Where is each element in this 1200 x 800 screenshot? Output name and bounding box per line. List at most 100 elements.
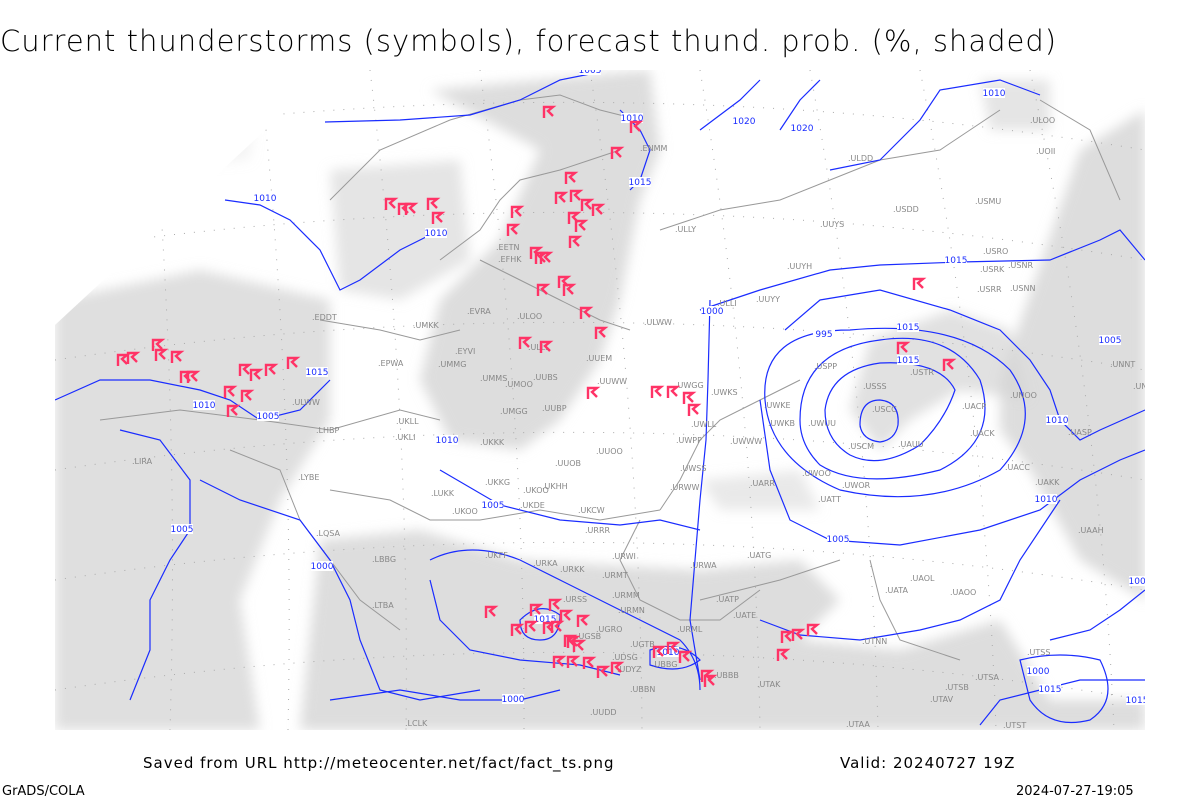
station-label: .UKLL [396, 417, 419, 426]
station-label: .USNR [1008, 261, 1033, 270]
station-label: .ULDD [848, 154, 873, 163]
isobar-label: 1010 [621, 113, 644, 124]
thunderstorm-symbol [594, 326, 609, 339]
station-label: .UWPP [676, 436, 702, 445]
isobar-line [519, 608, 561, 641]
thunderstorm-symbol [151, 338, 166, 351]
thunderstorm-symbol [566, 635, 581, 648]
isobar-label: 1015 [897, 322, 920, 333]
station-label: .UWUU [808, 419, 836, 428]
station-label: .EVRA [467, 307, 491, 316]
thunderstorm-symbol [896, 341, 911, 354]
station-label: .UATT [818, 495, 841, 504]
svg-text:1005: 1005 [579, 66, 602, 76]
isobar-label: 1010 [254, 193, 277, 204]
station-label: .UWOO [802, 469, 831, 478]
isobar-label: 1015 [306, 367, 329, 378]
isobar-line [859, 399, 899, 443]
station-label: .UAAH [1078, 526, 1104, 535]
svg-text:1010: 1010 [193, 401, 216, 411]
svg-text:1015: 1015 [897, 356, 920, 366]
station-label: .USSS [863, 382, 887, 391]
border-line [619, 519, 761, 621]
thunderstorm-symbol [529, 603, 544, 616]
isobar-label: 1005 [827, 534, 849, 545]
thunderstorm-symbol [912, 277, 927, 290]
station-label: .LHBP [316, 426, 340, 435]
station-label: .UUBS [533, 373, 558, 382]
thunderstorm-symbol [678, 650, 693, 663]
station-label: .LIRA [132, 457, 153, 466]
station-label: .UMMS [480, 374, 507, 383]
station-label: .UKFF [485, 551, 508, 560]
svg-text:1000: 1000 [1027, 667, 1050, 677]
svg-text:1010: 1010 [425, 229, 448, 239]
thunderstorm-symbol [610, 661, 625, 674]
isobar-label: 1015 [534, 614, 556, 625]
station-label: .URMM [612, 591, 640, 600]
svg-text:1010: 1010 [254, 194, 277, 204]
station-label: .UUBP [542, 404, 567, 413]
svg-text:1000: 1000 [502, 695, 525, 705]
isobar-label: 1005 [482, 500, 504, 511]
station-label: .UARR [750, 479, 775, 488]
station-label: .USCM [848, 442, 874, 451]
svg-text:1005: 1005 [1129, 577, 1152, 587]
station-label: .UNBB [1133, 382, 1158, 391]
svg-text:1010: 1010 [983, 89, 1006, 99]
station-label: .UKKK [480, 438, 505, 447]
isobar-label: 1000 [701, 306, 724, 317]
thunderstorm-symbol [806, 623, 821, 636]
station-label: .UUYH [787, 262, 812, 271]
station-label: .UTAV [930, 695, 954, 704]
thunderstorm-symbol [126, 351, 141, 364]
station-label: .ENMM [640, 144, 667, 153]
valid-time-text: Valid: 20240727 19Z [840, 754, 1016, 772]
svg-text:1015: 1015 [306, 368, 329, 378]
thunderstorm-symbol [666, 641, 681, 654]
thunderstorm-symbol [557, 275, 572, 288]
station-label: .URSS [563, 595, 587, 604]
thunderstorm-symbol [542, 105, 557, 118]
station-label: .UUYS [820, 220, 844, 229]
station-label: .UACP [962, 402, 986, 411]
isobar-line [699, 79, 761, 131]
station-label: .UUYY [756, 295, 780, 304]
svg-text:1005: 1005 [1099, 336, 1122, 346]
station-label: .LYBE [298, 473, 319, 482]
border-line [439, 149, 621, 261]
software-credit: GrADS/COLA [2, 784, 85, 799]
thunderstorm-symbol [682, 391, 697, 404]
thunderstorm-symbol [384, 197, 399, 210]
station-label: .USDD [893, 205, 919, 214]
station-label: .ULWW [644, 318, 672, 327]
station-label: .URML [677, 625, 703, 634]
isobar-line [689, 299, 711, 681]
station-label: .UDSG [612, 653, 638, 662]
thunderstorm-symbol [579, 306, 594, 319]
station-label: .UKOO [523, 486, 549, 495]
thunderstorm-symbol [286, 356, 301, 369]
thunderstorm-symbol [539, 340, 554, 353]
probability-area [850, 310, 1030, 450]
station-label: .URRR [585, 526, 611, 535]
thunderstorm-symbol [942, 358, 957, 371]
isobar-line [224, 199, 441, 291]
isobar-line [119, 429, 191, 701]
thunderstorm-symbol [264, 363, 279, 376]
station-label: .USPP [814, 362, 837, 371]
source-url-text: Saved from URL http://meteocenter.net/fa… [143, 754, 615, 772]
thunderstorm-symbol [574, 219, 589, 232]
svg-text:1000: 1000 [311, 562, 334, 572]
thunderstorm-symbol [666, 385, 681, 398]
station-label: .UTNN [862, 637, 887, 646]
probability-area [100, 80, 260, 170]
thunderstorm-symbol [596, 665, 611, 678]
border-line [1039, 99, 1121, 201]
station-label: .USRK [980, 265, 1005, 274]
svg-text:1015: 1015 [897, 323, 920, 333]
isobar-line [55, 379, 331, 421]
station-label: .UAOO [950, 588, 976, 597]
thunderstorm-symbol [539, 251, 554, 264]
